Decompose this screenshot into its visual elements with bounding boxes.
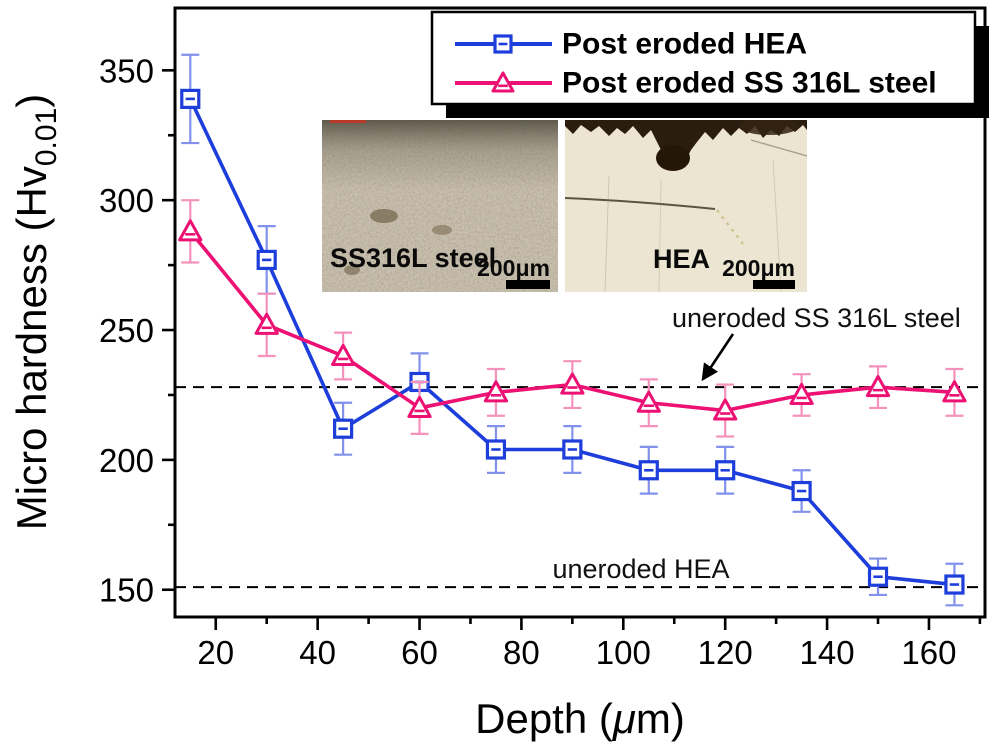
- x-tick-label: 120: [698, 634, 753, 671]
- x-tick-label: 20: [197, 634, 234, 671]
- axis-ticks: 20 40 60 80 100 120 140 160 150 200 250 300 350: [99, 52, 982, 671]
- data-point-marker: [178, 219, 203, 242]
- y-tick-label: 200: [99, 442, 154, 479]
- y-tick-label: 300: [99, 182, 154, 219]
- inset-hea-scratch: [658, 179, 662, 292]
- inset-hea-scalebar: [753, 280, 795, 289]
- x-axis-title: Depth (μm): [475, 695, 685, 742]
- inset-ss316l-label: SS316L steel: [330, 243, 496, 273]
- y-tick-label: 150: [99, 572, 154, 609]
- inset-hea-erosion-pit: [656, 145, 690, 171]
- data-point-marker: [254, 312, 279, 335]
- inset-ss316l-inclusion: [432, 225, 452, 235]
- x-tick-label: 100: [596, 634, 651, 671]
- inset-hea-surface: [565, 125, 807, 292]
- inset-hea-edge-deposit: [739, 120, 799, 135]
- inset-hea-scratch: [750, 139, 807, 157]
- inset-micrograph-hea: HEA 200μm: [565, 120, 807, 292]
- data-point-marker: [942, 380, 967, 403]
- legend: Post eroded HEA Post eroded SS 316L stee…: [430, 10, 989, 118]
- data-point-marker: [865, 375, 891, 398]
- legend-box: [430, 10, 977, 106]
- inset-ss316l-scalebar: [506, 280, 550, 289]
- y-axis-title: Micro hardness (Hv0.01): [8, 94, 63, 531]
- x-tick-label: 160: [901, 634, 956, 671]
- data-point-marker: [636, 390, 661, 413]
- inset-ss316l-red-mark: [330, 120, 366, 123]
- inset-ss316l-scalebar-label: 200μm: [477, 255, 550, 281]
- y-tick-label: 350: [99, 52, 154, 89]
- inset-hea-crack: [565, 197, 716, 210]
- annotation-uneroded-ss316l: uneroded SS 316L steel: [672, 303, 961, 382]
- inset-ss316l-inclusion: [344, 265, 360, 275]
- data-point-marker: [713, 398, 738, 421]
- data-point-marker: [330, 343, 356, 366]
- inset-hea-label: HEA: [653, 244, 710, 274]
- data-point-marker: [407, 395, 432, 418]
- inset-micrograph-ss316l: SS316L steel 200μm: [322, 120, 558, 292]
- x-tick-label: 80: [503, 634, 540, 671]
- x-tick-label: 60: [401, 634, 438, 671]
- annotation-uneroded-hea-text: uneroded HEA: [552, 554, 729, 584]
- data-point-marker: [483, 380, 509, 403]
- x-tick-label: 140: [800, 634, 855, 671]
- y-tick-label: 250: [99, 312, 154, 349]
- data-point-marker: [560, 372, 585, 395]
- inset-ss316l-inclusion: [370, 209, 398, 223]
- annotation-uneroded-ss316l-text: uneroded SS 316L steel: [672, 303, 961, 333]
- data-series: [178, 53, 967, 607]
- x-tick-label: 40: [299, 634, 336, 671]
- legend-glyphs: [455, 34, 552, 93]
- legend-entry-ss316l: Post eroded SS 316L steel: [562, 67, 937, 100]
- series-0: [180, 53, 965, 607]
- plot-frame: [173, 6, 987, 619]
- inset-hea-scratch: [604, 175, 610, 292]
- inset-ss316l-dark-band: [322, 120, 558, 190]
- annotation-arrow: [701, 333, 735, 382]
- series-1: [178, 199, 967, 438]
- data-point-marker: [491, 71, 515, 93]
- inset-hea-scalebar-label: 200μm: [722, 255, 795, 281]
- inset-hea-scratch: [772, 159, 782, 292]
- data-point-marker: [789, 382, 814, 405]
- legend-entry-hea: Post eroded HEA: [562, 28, 807, 61]
